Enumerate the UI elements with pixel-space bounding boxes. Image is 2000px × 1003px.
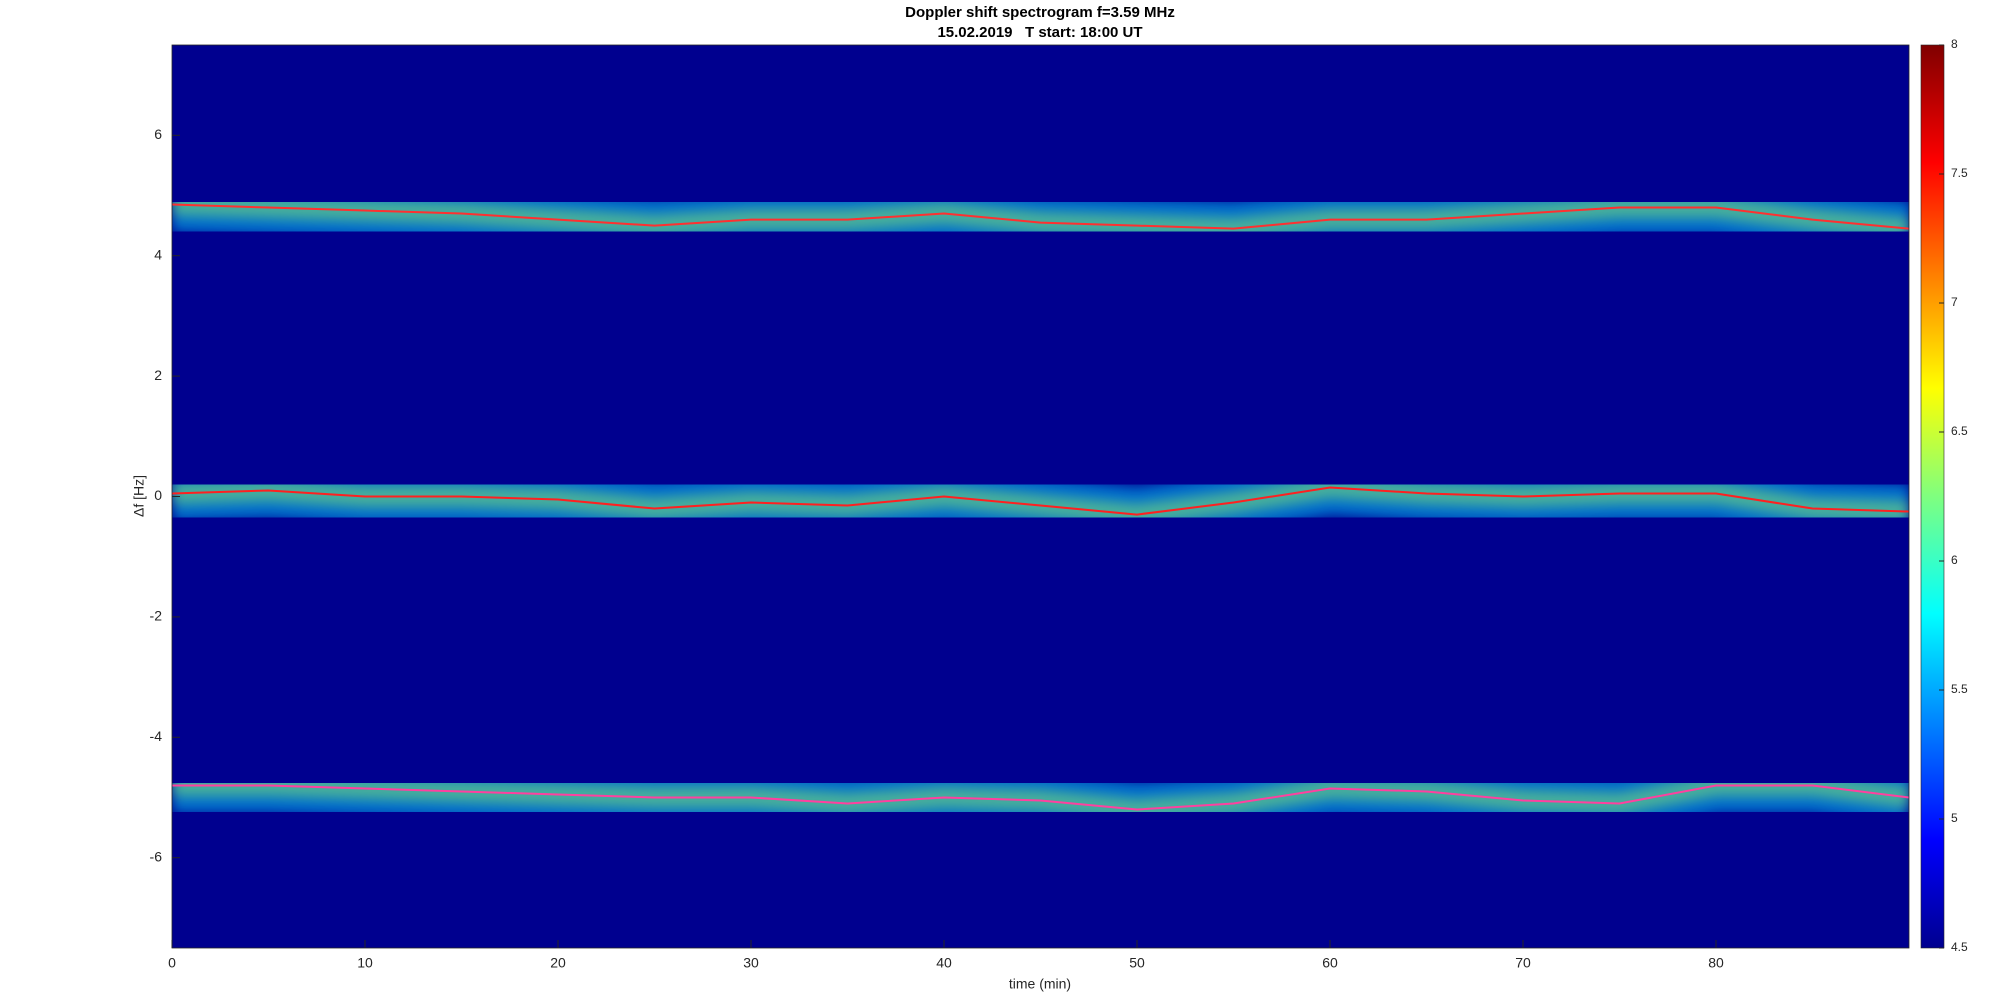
y-tick-label: 0 <box>154 487 162 503</box>
trace-line <box>172 784 1909 811</box>
trace-line <box>172 203 1909 230</box>
colorbar-tick-label: 5 <box>1951 811 1958 825</box>
colorbar <box>1920 44 1945 949</box>
x-tick-label: 50 <box>1129 955 1145 971</box>
colorbar-tick-label: 7 <box>1951 295 1958 309</box>
y-tick-label: -2 <box>150 608 163 624</box>
x-tick-label: 0 <box>168 955 176 971</box>
x-tick-label: 40 <box>936 955 952 971</box>
colorbar-tick-label: 6 <box>1951 553 1958 567</box>
trace-line <box>172 486 1909 516</box>
y-axis-label: Δf [Hz] <box>131 475 147 517</box>
y-tick-label: 4 <box>154 246 162 262</box>
y-tick-label: 2 <box>154 367 162 383</box>
colorbar-tick-label: 4.5 <box>1951 940 1968 954</box>
chart-subtitle: 15.02.2019 T start: 18:00 UT <box>937 24 1142 41</box>
x-tick-label: 20 <box>550 955 566 971</box>
plot-area <box>172 176 1909 838</box>
x-tick-label: 80 <box>1708 955 1724 971</box>
y-tick-label: -6 <box>150 848 163 864</box>
chart-title: Doppler shift spectrogram f=3.59 MHz <box>905 4 1175 21</box>
x-tick-label: 10 <box>357 955 373 971</box>
y-tick-label: 6 <box>154 126 162 142</box>
colorbar-tick-label: 6.5 <box>1951 424 1968 438</box>
colorbar-tick-label: 7.5 <box>1951 166 1968 180</box>
x-tick-label: 30 <box>743 955 759 971</box>
x-tick-label: 60 <box>1322 955 1338 971</box>
x-axis-label: time (min) <box>1009 976 1071 992</box>
y-tick-label: -4 <box>150 728 163 744</box>
x-tick-label: 70 <box>1515 955 1531 971</box>
colorbar-tick-label: 5.5 <box>1951 682 1968 696</box>
colorbar-tick-label: 8 <box>1951 37 1958 51</box>
